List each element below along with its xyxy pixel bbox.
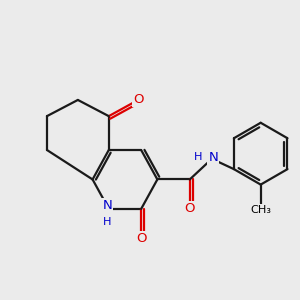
Text: O: O (184, 202, 195, 215)
Text: H: H (194, 152, 203, 162)
Text: O: O (136, 232, 146, 245)
Text: H: H (103, 217, 112, 227)
Text: N: N (102, 199, 112, 212)
Text: O: O (133, 93, 143, 106)
Text: N: N (208, 151, 218, 164)
Text: CH₃: CH₃ (250, 205, 271, 214)
